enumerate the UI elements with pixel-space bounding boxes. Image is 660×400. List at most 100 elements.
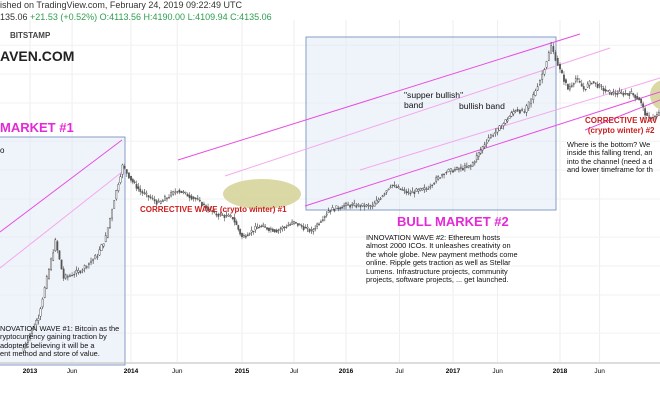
candle-body — [127, 172, 130, 179]
candle-body — [656, 114, 658, 117]
candle-body — [367, 204, 370, 207]
candle-body — [246, 234, 249, 237]
candle-body — [203, 203, 205, 205]
candle-body — [626, 93, 629, 95]
channel-mid-line — [359, 77, 660, 171]
candle-body — [147, 195, 150, 198]
candle-body — [196, 198, 199, 200]
candle-body — [283, 226, 286, 229]
candle-body — [198, 199, 201, 202]
candle-body — [341, 206, 344, 209]
candle-body — [88, 262, 90, 265]
candle-body — [393, 184, 396, 187]
candle-body — [559, 64, 561, 70]
candle-body — [369, 205, 372, 207]
candle-body — [423, 187, 426, 190]
candle-body — [530, 98, 532, 105]
candle-body — [64, 274, 67, 279]
candle-body — [164, 196, 166, 201]
candle-body — [401, 189, 404, 191]
correction-ellipses — [223, 80, 660, 209]
candle-body — [172, 191, 175, 195]
candle-body — [561, 70, 563, 74]
candle-body — [277, 229, 280, 231]
candle-body — [534, 90, 537, 96]
candle-body — [351, 204, 354, 206]
candle-body — [170, 192, 172, 197]
candle-body — [576, 78, 579, 80]
candle-body — [634, 94, 637, 99]
candle-body — [638, 97, 641, 101]
candle-body — [371, 204, 374, 207]
candle-body — [556, 58, 559, 66]
candle-body — [43, 287, 46, 298]
candle-body — [339, 207, 342, 210]
candle-body — [182, 191, 185, 193]
candle-body — [119, 176, 122, 183]
x-axis: 2013 Jun 2014 Jun 2015 Jul 2016 Jul 2017 Jun 2018 J… — [0, 362, 660, 375]
candle-body — [606, 90, 609, 92]
candle-body — [363, 205, 366, 208]
candle-body — [184, 191, 187, 194]
candle-body — [543, 69, 546, 75]
x-tick-label: Jun — [594, 368, 605, 375]
candle-body — [521, 109, 524, 112]
candle-body — [403, 189, 406, 191]
candle-body — [325, 213, 328, 216]
candle-body — [636, 96, 639, 100]
trend-channels — [0, 33, 660, 269]
candle-body — [306, 226, 309, 229]
candle-body — [644, 108, 647, 116]
candle-body — [254, 226, 257, 231]
candle-body — [512, 111, 515, 115]
candle-body — [24, 343, 27, 347]
candle-body — [567, 84, 569, 90]
candle-body — [618, 91, 621, 94]
candle-body — [180, 190, 183, 194]
candle-body — [219, 213, 222, 215]
candle-body — [50, 258, 52, 270]
candle-body — [235, 221, 238, 226]
candle-body — [109, 217, 111, 228]
candle-body — [580, 83, 583, 87]
candle-body — [237, 225, 240, 230]
candle-body — [35, 320, 38, 326]
candle-body — [215, 213, 218, 216]
candle-body — [632, 93, 635, 96]
x-tick-label: Jun — [67, 368, 78, 375]
candle-body — [316, 223, 319, 227]
published-info: ished on TradingView.com, February 24, 2… — [0, 0, 242, 10]
candle-body — [331, 207, 334, 211]
candle-body — [471, 162, 474, 167]
candle-body — [650, 117, 652, 120]
candle-body — [487, 137, 490, 141]
candle-body — [608, 90, 611, 93]
bottom-question-note: Where is the bottom? We inside this fall… — [567, 140, 653, 175]
candle-body — [209, 208, 212, 210]
candle-body — [463, 165, 466, 169]
candle-body — [449, 168, 452, 172]
candle-body — [425, 188, 428, 190]
candle-body — [516, 109, 519, 112]
candle-body — [335, 205, 338, 209]
candle-body — [308, 229, 311, 232]
candle-body — [541, 73, 544, 80]
candle-body — [56, 241, 59, 251]
candle-body — [113, 200, 116, 209]
x-tick-label: 2018 — [553, 368, 568, 375]
candle-body — [582, 86, 585, 90]
low-value: L:4109.94 — [187, 12, 228, 22]
candle-body — [648, 115, 650, 119]
candle-body — [397, 186, 400, 188]
candle-body — [539, 80, 541, 86]
candle-body — [652, 117, 654, 119]
candle-body — [389, 186, 392, 188]
candle-body — [514, 110, 517, 112]
candle-body — [77, 270, 80, 273]
candle-body — [174, 191, 177, 194]
candle-body — [596, 83, 599, 88]
x-tick-label: 2014 — [124, 368, 139, 375]
candle-body — [584, 88, 587, 91]
candle-body — [83, 265, 86, 269]
candle-body — [260, 225, 263, 228]
